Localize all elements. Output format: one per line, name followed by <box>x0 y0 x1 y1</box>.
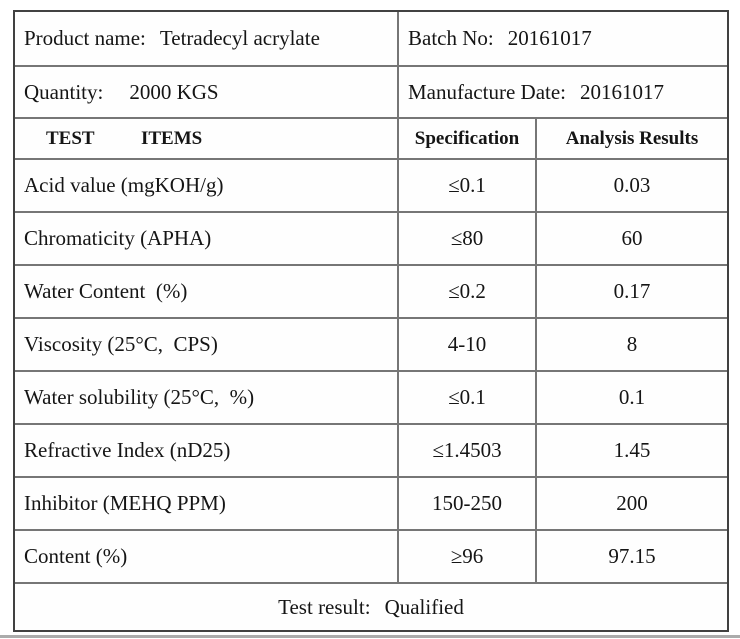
quantity-label: Quantity: <box>24 79 104 104</box>
item-cell: Refractive Index (nD25) <box>15 425 397 476</box>
spec-value: 150-250 <box>432 491 502 515</box>
result-cell: 0.03 <box>535 160 727 211</box>
spec-cell: ≥96 <box>397 531 535 582</box>
table-row-chromaticity: Chromaticity (APHA) ≤80 60 <box>15 211 727 264</box>
spec-cell: ≤0.1 <box>397 372 535 423</box>
item-cell: Inhibitor (MEHQ PPM) <box>15 478 397 529</box>
test-items-header: TEST ITEMS <box>15 119 397 158</box>
spec-value: ≤80 <box>450 226 484 250</box>
batch-no-cell: Batch No: 20161017 <box>397 12 727 65</box>
item-label: Chromaticity (APHA) <box>24 226 212 250</box>
item-label: Water solubility (25°C, %) <box>24 385 255 409</box>
result-value: 0.03 <box>613 173 651 197</box>
result-value: 0.17 <box>613 279 651 303</box>
batch-no-label: Batch No: <box>408 26 494 50</box>
result-value: 200 <box>616 491 648 515</box>
item-cell: Water solubility (25°C, %) <box>15 372 397 423</box>
table-row-content: Content (%) ≥96 97.15 <box>15 529 727 582</box>
item-label: Refractive Index (nD25) <box>24 438 231 462</box>
spec-value: 4-10 <box>447 332 487 356</box>
table-row-water-solubility: Water solubility (25°C, %) ≤0.1 0.1 <box>15 370 727 423</box>
product-name-cell: Product name: Tetradecyl acrylate <box>15 12 397 65</box>
quantity-value: 2000 KGS <box>129 79 219 104</box>
result-value: 1.45 <box>613 438 651 462</box>
table-row-refractive-index: Refractive Index (nD25) ≤1.4503 1.45 <box>15 423 727 476</box>
spec-value: ≥96 <box>450 544 484 568</box>
result-cell: 0.17 <box>535 266 727 317</box>
manufacture-date-cell: Manufacture Date: 20161017 <box>397 67 727 117</box>
spec-value: ≤0.1 <box>448 173 486 197</box>
table-header-row: TEST ITEMS Specification Analysis Result… <box>15 117 727 158</box>
manufacture-date-value: 20161017 <box>580 79 665 104</box>
item-cell: Acid value (mgKOH/g) <box>15 160 397 211</box>
quantity-cell: Quantity: 2000 KGS <box>15 67 397 117</box>
result-value: 0.1 <box>618 385 646 409</box>
item-cell: Viscosity (25°C, CPS) <box>15 319 397 370</box>
scan-edge-artifact <box>0 635 740 638</box>
specification-header: Specification <box>397 119 535 158</box>
analysis-results-header-label: Analysis Results <box>565 127 699 149</box>
product-name-value: Tetradecyl acrylate <box>159 26 320 50</box>
table-row-product-batch: Product name: Tetradecyl acrylate Batch … <box>15 12 727 65</box>
table-row-acid-value: Acid value (mgKOH/g) ≤0.1 0.03 <box>15 158 727 211</box>
batch-no-value: 20161017 <box>507 26 592 50</box>
spec-cell: ≤1.4503 <box>397 425 535 476</box>
spec-cell: 4-10 <box>397 319 535 370</box>
spec-value: ≤0.1 <box>448 385 486 409</box>
result-cell: 97.15 <box>535 531 727 582</box>
item-cell: Content (%) <box>15 531 397 582</box>
test-result-label: Test result: <box>278 594 371 619</box>
table-row-inhibitor: Inhibitor (MEHQ PPM) 150-250 200 <box>15 476 727 529</box>
result-cell: 200 <box>535 478 727 529</box>
manufacture-date-label: Manufacture Date: <box>408 79 567 104</box>
table-row-viscosity: Viscosity (25°C, CPS) 4-10 8 <box>15 317 727 370</box>
item-cell: Water Content (%) <box>15 266 397 317</box>
certificate-of-analysis-table: Product name: Tetradecyl acrylate Batch … <box>13 10 729 632</box>
result-value: 97.15 <box>608 544 656 568</box>
result-value: 60 <box>621 226 643 250</box>
result-cell: 8 <box>535 319 727 370</box>
table-row-quantity-date: Quantity: 2000 KGS Manufacture Date: 201… <box>15 65 727 117</box>
result-value: 8 <box>626 332 638 356</box>
spec-value: ≤0.2 <box>448 279 486 303</box>
result-cell: 60 <box>535 213 727 264</box>
test-result-value: Qualified <box>384 594 464 619</box>
spec-cell: ≤0.1 <box>397 160 535 211</box>
spec-cell: ≤80 <box>397 213 535 264</box>
spec-cell: 150-250 <box>397 478 535 529</box>
table-row-water-content: Water Content (%) ≤0.2 0.17 <box>15 264 727 317</box>
item-label: Inhibitor (MEHQ PPM) <box>24 491 226 515</box>
result-cell: 0.1 <box>535 372 727 423</box>
spec-cell: ≤0.2 <box>397 266 535 317</box>
product-name-label: Product name: <box>24 26 146 50</box>
analysis-results-header: Analysis Results <box>535 119 727 158</box>
item-label: Viscosity (25°C, CPS) <box>24 332 218 356</box>
spec-value: ≤1.4503 <box>432 438 502 462</box>
item-label: Content (%) <box>24 544 128 568</box>
item-cell: Chromaticity (APHA) <box>15 213 397 264</box>
item-label: Acid value (mgKOH/g) <box>24 173 224 197</box>
test-result-row: Test result: Qualified <box>15 582 727 630</box>
test-items-header-label: TEST ITEMS <box>46 127 203 149</box>
specification-header-label: Specification <box>414 127 520 149</box>
result-cell: 1.45 <box>535 425 727 476</box>
item-label: Water Content (%) <box>24 279 188 303</box>
